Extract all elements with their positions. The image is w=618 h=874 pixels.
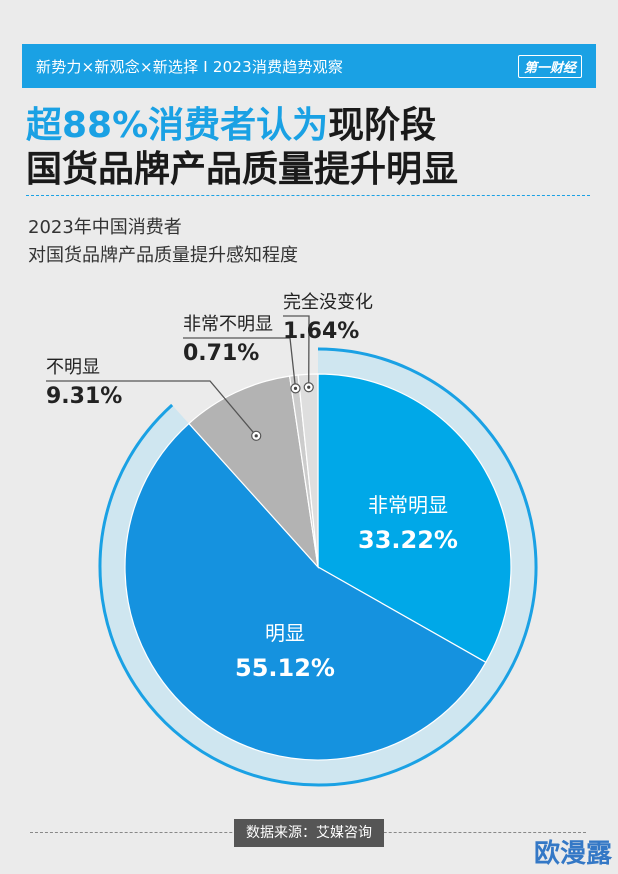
watermark: 欧漫露 <box>533 839 612 869</box>
leader-dot-center-3 <box>293 386 298 391</box>
header-text: 新势力×新观念×新选择 I 2023消费趋势观察 <box>36 57 344 76</box>
leader-dot-center-4 <box>307 385 311 389</box>
slice-label-4: 完全没变化 <box>283 292 373 313</box>
slice-value-2: 9.31% <box>46 384 122 409</box>
title-divider <box>26 195 590 196</box>
pie-slice-1 <box>124 422 487 761</box>
leader-dot-center-2 <box>254 434 258 438</box>
slice-label-1: 明显 <box>265 621 305 645</box>
headline-accent: 超88%消费者认为 <box>26 105 329 146</box>
pie-slice-0 <box>317 373 512 664</box>
slice-value-0: 33.22% <box>358 526 458 554</box>
slice-label-0: 非常明显 <box>368 493 448 517</box>
slice-label-2: 不明显 <box>46 357 100 378</box>
pie-slice-2 <box>188 375 319 569</box>
slice-value-3: 0.71% <box>183 341 259 366</box>
subtitle-line1: 2023年中国消费者 <box>28 217 182 238</box>
slice-value-4: 1.64% <box>283 319 359 344</box>
data-source: 数据来源：艾媒咨询 <box>234 819 384 847</box>
slice-label-3: 非常不明显 <box>183 314 273 335</box>
brand-logo: 第一财经 <box>517 54 582 78</box>
slice-value-1: 55.12% <box>235 654 335 682</box>
header-bar: 新势力×新观念×新选择 I 2023消费趋势观察 第一财经 <box>22 44 596 88</box>
chart-subtitle: 2023年中国消费者 对国货品牌产品质量提升感知程度 <box>28 214 298 270</box>
leader-line-3 <box>183 337 297 389</box>
headline-rest: 现阶段 <box>328 105 437 146</box>
headline-line2: 国货品牌产品质量提升明显 <box>26 149 459 190</box>
leader-line-4 <box>283 315 310 388</box>
subtitle-line2: 对国货品牌产品质量提升感知程度 <box>28 245 298 266</box>
pie-slice-4 <box>297 373 319 568</box>
headline: 超88%消费者认为现阶段 国货品牌产品质量提升明显 <box>26 104 458 192</box>
leader-line-2 <box>46 380 257 437</box>
outer-ring-edge <box>98 347 538 787</box>
